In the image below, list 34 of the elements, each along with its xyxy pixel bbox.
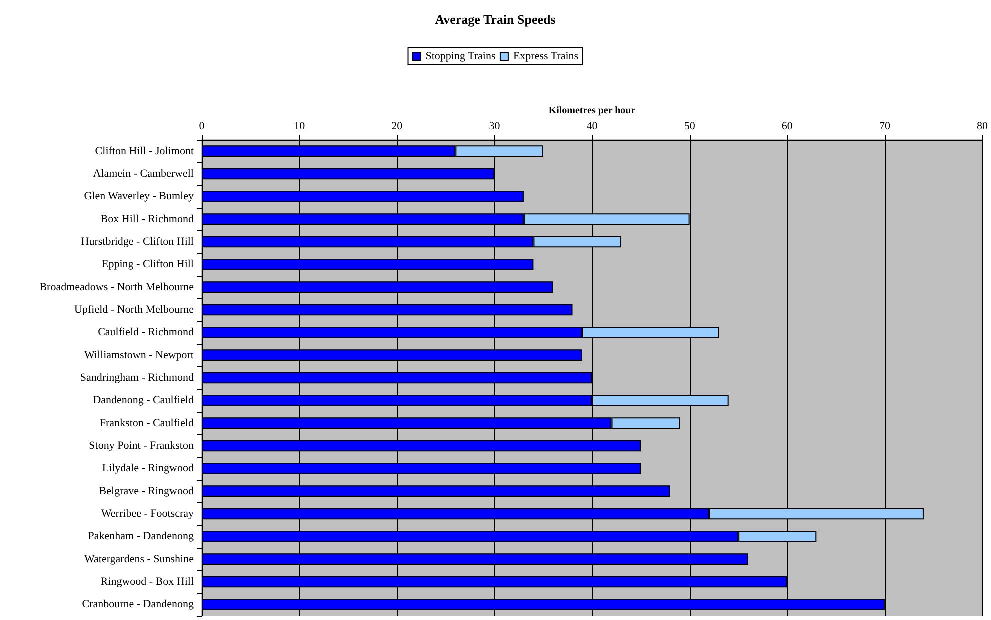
y-tick-label: Clifton Hill - Jolimont (95, 145, 194, 158)
x-axis-title: Kilometres per hour (548, 106, 636, 117)
y-tick-label: Stony Point - Frankston (89, 440, 194, 452)
y-tick-label: Sandringham - Richmond (80, 372, 194, 384)
y-tick-label: Cranbourne - Dandenong (82, 598, 194, 611)
y-tick-label: Box Hill - Richmond (100, 213, 194, 226)
y-tick-label: Pakenham - Dandenong (88, 530, 194, 543)
y-tick-label: Frankston - Caulfield (100, 417, 194, 430)
y-tick-label: Ringwood - Box Hill (100, 576, 194, 588)
y-tick-label: Hurstbridge - Clifton Hill (81, 236, 194, 248)
x-tick-label: 40 (586, 120, 598, 132)
y-tick-label: Broadmeadows - North Melbourne (40, 281, 194, 294)
y-tick-label: Dandenong - Caulfield (93, 394, 194, 407)
x-tick-label: 70 (879, 120, 891, 132)
y-tick-label: Epping - Clifton Hill (102, 258, 194, 271)
y-tick-label: Watergardens - Sunshine (84, 553, 194, 566)
x-tick-label: 10 (294, 120, 306, 132)
x-tick-label: 20 (392, 120, 404, 132)
y-tick-label: Glen Waverley - Bumley (84, 190, 194, 203)
y-tick-label: Alamein - Camberwell (93, 168, 194, 180)
x-tick-label: 30 (489, 120, 501, 132)
x-tick-label: 60 (782, 120, 794, 132)
chart-title: Average Train Speeds (435, 12, 556, 27)
y-tick-label: Werribee - Footscray (101, 508, 194, 520)
y-tick-label: Caulfield - Richmond (98, 326, 194, 339)
x-tick-label: 50 (684, 120, 696, 132)
y-tick-label: Williamstown - Newport (84, 349, 194, 362)
y-tick-label: Belgrave - Ringwood (99, 485, 194, 498)
x-tick-label: 80 (977, 120, 988, 132)
y-tick-label: Upfield - North Melbourne (74, 304, 194, 316)
legend-label: Stopping Trains (426, 50, 496, 62)
y-tick-label: Lilydale - Ringwood (102, 462, 194, 475)
legend-label: Express Trains (513, 50, 579, 62)
x-tick-label: 0 (199, 120, 206, 132)
